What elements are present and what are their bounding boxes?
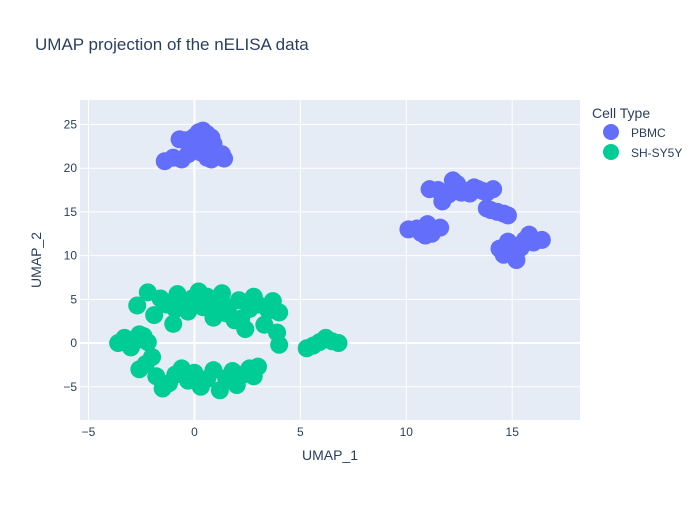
- data-point: [270, 303, 289, 322]
- y-tick-label: −5: [63, 380, 77, 394]
- data-point: [329, 334, 348, 353]
- data-point: [145, 306, 164, 325]
- data-point: [183, 139, 202, 158]
- chart-title: UMAP projection of the nELISA data: [35, 35, 309, 54]
- y-tick-label: 0: [70, 336, 77, 350]
- data-point: [164, 314, 183, 333]
- data-point: [215, 149, 234, 168]
- data-point: [484, 180, 503, 199]
- legend-item-pbmc[interactable]: PBMC: [603, 124, 666, 140]
- y-tick-label: 15: [64, 205, 78, 219]
- legend-marker-sh-sy5y: [603, 144, 619, 160]
- data-point: [200, 141, 219, 160]
- data-point: [532, 230, 551, 249]
- data-point: [138, 333, 157, 352]
- tick-labels: −5 0 5 10 15 −5 0 5 10 15 20 25: [63, 117, 519, 439]
- y-axis-label: UMAP_2: [28, 232, 44, 288]
- legend-marker-pbmc: [603, 124, 619, 140]
- data-point: [212, 284, 231, 303]
- series-pbmc: [155, 121, 551, 269]
- y-tick-label: 10: [64, 249, 78, 263]
- data-point: [232, 309, 251, 328]
- x-tick-label: 5: [297, 425, 304, 439]
- legend-label-pbmc: PBMC: [631, 126, 666, 140]
- data-point: [143, 348, 162, 367]
- legend-title: Cell Type: [592, 105, 650, 121]
- data-point: [128, 296, 147, 315]
- legend: Cell Type PBMC SH-SY5Y: [592, 105, 682, 160]
- data-point: [166, 299, 185, 318]
- legend-label-sh-sy5y: SH-SY5Y: [631, 146, 682, 160]
- y-tick-label: 20: [64, 161, 78, 175]
- x-tick-label: 10: [400, 425, 414, 439]
- x-tick-label: 0: [191, 425, 198, 439]
- legend-item-sh-sy5y[interactable]: SH-SY5Y: [603, 144, 682, 160]
- data-point: [248, 357, 267, 376]
- x-axis-label: UMAP_1: [302, 447, 358, 463]
- data-point: [498, 206, 517, 225]
- x-tick-label: 15: [506, 425, 520, 439]
- y-tick-label: 25: [64, 117, 78, 131]
- data-point: [217, 304, 236, 323]
- data-point: [270, 335, 289, 354]
- data-point: [431, 218, 450, 237]
- x-tick-label: −5: [82, 425, 96, 439]
- series-sh-sy5y: [109, 282, 348, 400]
- y-tick-label: 5: [70, 292, 77, 306]
- plot-points: [109, 121, 551, 400]
